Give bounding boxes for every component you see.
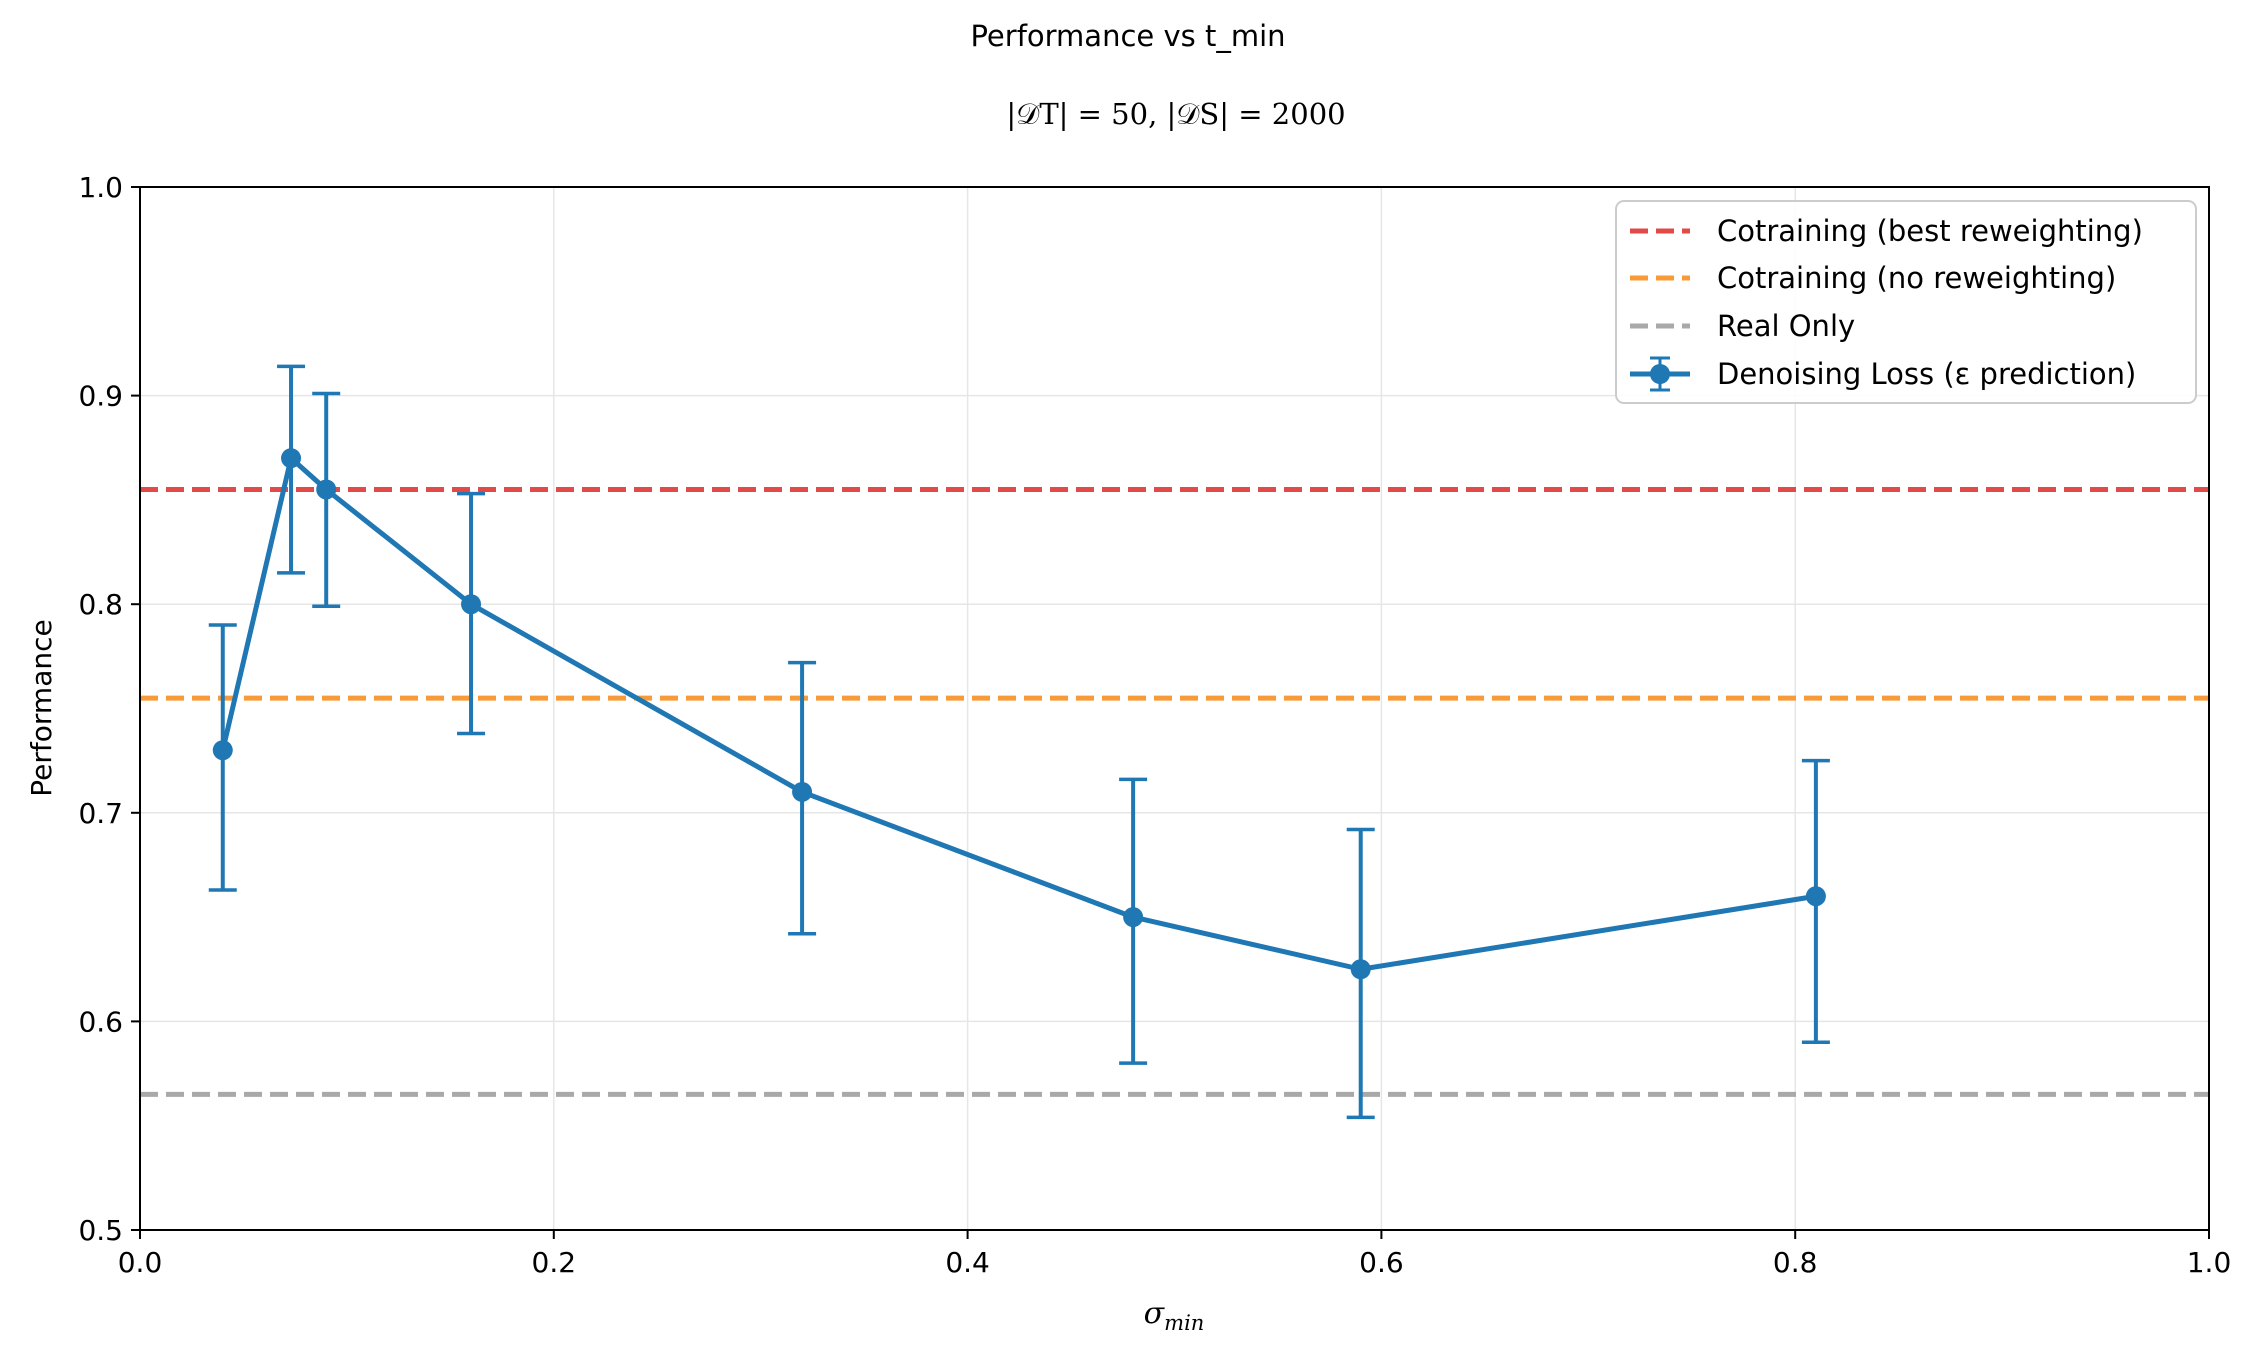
x-tick-label-2: 0.4 <box>945 1246 990 1279</box>
y-tick-label-0: 0.5 <box>78 1214 123 1247</box>
legend-label-1: Cotraining (no reweighting) <box>1717 261 2116 295</box>
y-tick-label-3: 0.8 <box>78 588 123 621</box>
y-axis-ticks: 0.5 0.6 0.7 0.8 0.9 1.0 <box>78 171 140 1247</box>
x-tick-label-3: 0.6 <box>1359 1246 1404 1279</box>
plot-frame <box>139 186 2210 1231</box>
y-tick-label-5: 1.0 <box>78 171 123 204</box>
x-axis-ticks: 0.0 0.2 0.4 0.6 0.8 1.0 <box>118 1230 2232 1279</box>
legend-box <box>1615 200 2197 404</box>
legend: Cotraining (best reweighting) Cotraining … <box>1615 200 2197 404</box>
chart-title: |𝒟T| = 50, |𝒟S| = 2000 <box>1006 97 1345 131</box>
data-point-1 <box>281 448 302 469</box>
data-point-5 <box>1123 907 1144 928</box>
x-axis-label-sub: min <box>1164 1311 1204 1335</box>
y-axis-label: Performance <box>25 619 58 796</box>
data-point-2 <box>316 479 337 500</box>
x-axis-label-main: σ <box>1144 1296 1166 1331</box>
legend-label-2: Real Only <box>1717 309 1855 343</box>
legend-label-0: Cotraining (best reweighting) <box>1717 214 2143 248</box>
y-tick-label-2: 0.7 <box>78 797 123 830</box>
legend-swatch-marker-3 <box>1650 364 1670 384</box>
y-tick-label-1: 0.6 <box>78 1005 123 1038</box>
x-axis-label: σmin <box>1144 1296 1205 1335</box>
data-point-3 <box>461 594 482 615</box>
data-point-4 <box>792 781 813 802</box>
x-tick-label-5: 1.0 <box>2187 1246 2232 1279</box>
data-series <box>208 364 1830 1120</box>
x-tick-label-0: 0.0 <box>118 1246 163 1279</box>
data-point-7 <box>1805 886 1826 907</box>
legend-label-3: Denoising Loss (ε prediction) <box>1717 357 2136 391</box>
y-tick-label-4: 0.9 <box>78 380 123 413</box>
x-tick-label-1: 0.2 <box>532 1246 577 1279</box>
reference-lines <box>140 486 2209 1097</box>
chart-suptitle: Performance vs t_min <box>970 19 1285 53</box>
x-tick-label-4: 0.8 <box>1773 1246 1818 1279</box>
data-point-6 <box>1350 959 1371 980</box>
data-point-0 <box>212 740 233 761</box>
